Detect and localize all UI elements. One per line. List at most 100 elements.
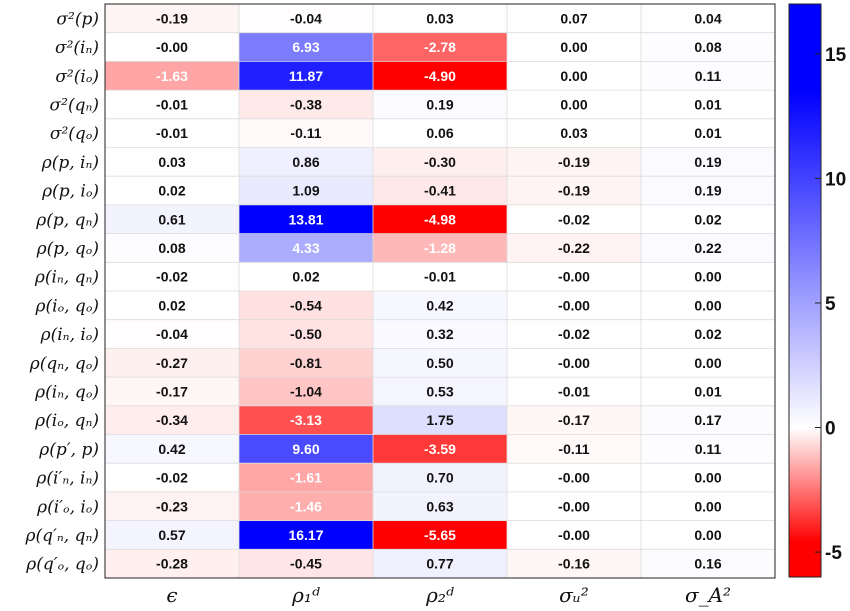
heatmap-cell bbox=[507, 549, 641, 578]
heatmap-cell bbox=[641, 176, 775, 205]
row-label: ρ(p′, p) bbox=[38, 440, 99, 460]
cell-value-label: -0.02 bbox=[156, 269, 188, 285]
row-label: ρ(i′ₙ, iₙ) bbox=[35, 469, 99, 489]
heatmap-cell bbox=[641, 118, 775, 148]
cell-value-label: -0.17 bbox=[156, 383, 188, 399]
colorbar-tick-label: 10 bbox=[825, 169, 846, 190]
heatmap-cell bbox=[507, 233, 641, 263]
cell-value-label: 0.42 bbox=[158, 441, 185, 457]
cell-value-label: 0.00 bbox=[694, 269, 721, 285]
heatmap-cell bbox=[641, 520, 775, 550]
cell-value-label: 0.19 bbox=[426, 96, 453, 112]
row-label: ρ(q′ₙ, qₙ) bbox=[25, 526, 99, 546]
cell-value-label: 1.75 bbox=[426, 412, 453, 428]
cell-value-label: -0.81 bbox=[290, 355, 322, 371]
heatmap-cell bbox=[373, 176, 507, 205]
heatmap-cell bbox=[105, 520, 239, 550]
heatmap-cell bbox=[239, 491, 373, 521]
heatmap-cell bbox=[239, 262, 373, 291]
cell-value-label: 1.09 bbox=[292, 183, 319, 199]
heatmap-cell bbox=[105, 434, 239, 464]
cell-value-label: -0.00 bbox=[558, 527, 590, 543]
cell-value-label: -0.00 bbox=[558, 297, 590, 313]
heatmap-cell bbox=[641, 348, 775, 378]
cell-value-label: -0.00 bbox=[558, 355, 590, 371]
cell-value-label: 0.00 bbox=[560, 96, 587, 112]
cell-value-label: -0.00 bbox=[156, 39, 188, 55]
heatmap-cell bbox=[239, 204, 373, 234]
column-label: ϵ bbox=[166, 583, 177, 607]
heatmap-cell bbox=[507, 463, 641, 492]
heatmap-cell bbox=[239, 61, 373, 91]
heatmap-cell bbox=[373, 61, 507, 91]
heatmap-cell bbox=[507, 291, 641, 320]
cell-value-label: -0.34 bbox=[156, 412, 188, 428]
cell-value-label: 0.01 bbox=[694, 383, 721, 399]
cell-value-label: 4.33 bbox=[292, 240, 319, 256]
cell-value-label: -0.45 bbox=[290, 556, 322, 572]
cell-value-label: -0.16 bbox=[558, 556, 590, 572]
heatmap-cell bbox=[641, 204, 775, 234]
cell-value-label: 0.04 bbox=[694, 10, 721, 26]
heatmap-cell bbox=[507, 348, 641, 378]
cell-value-label: -1.04 bbox=[290, 383, 322, 399]
cell-value-label: -5.65 bbox=[424, 527, 456, 543]
heatmap-cell bbox=[641, 463, 775, 492]
cell-value-label: -0.02 bbox=[156, 470, 188, 486]
heatmap-cell bbox=[507, 377, 641, 406]
heatmap-cell bbox=[373, 463, 507, 492]
cell-value-label: -4.90 bbox=[424, 68, 456, 84]
row-label: ρ(iₒ, qₒ) bbox=[35, 296, 99, 316]
cell-value-label: 0.19 bbox=[694, 183, 721, 199]
cell-value-label: 0.03 bbox=[560, 125, 587, 141]
row-label: ρ(iₙ, qₙ) bbox=[34, 268, 99, 288]
column-label: ρ₂ᵈ bbox=[425, 583, 454, 607]
cell-value-label: -0.28 bbox=[156, 556, 188, 572]
cell-value-label: 0.08 bbox=[694, 39, 721, 55]
row-label: ρ(qₙ, qₒ) bbox=[29, 354, 99, 374]
heatmap-cell bbox=[507, 204, 641, 234]
row-label: σ²(p) bbox=[56, 9, 99, 29]
heatmap-cell bbox=[105, 405, 239, 435]
row-label: ρ(p, iₙ) bbox=[41, 153, 99, 173]
cell-value-label: -0.23 bbox=[156, 498, 188, 514]
heatmap-cell bbox=[373, 233, 507, 263]
cell-value-label: 0.02 bbox=[694, 326, 721, 342]
cell-value-label: -0.02 bbox=[558, 211, 590, 227]
heatmap-cell bbox=[239, 291, 373, 320]
heatmap-cell bbox=[641, 491, 775, 521]
row-label: σ²(iₙ) bbox=[55, 38, 99, 58]
cell-value-label: -4.98 bbox=[424, 211, 456, 227]
cell-value-label: -0.38 bbox=[290, 96, 322, 112]
cell-value-label: -0.00 bbox=[558, 470, 590, 486]
row-label: ρ(i′ₒ, iₒ) bbox=[36, 497, 99, 517]
cell-value-label: -0.11 bbox=[558, 441, 589, 457]
cell-value-label: -1.61 bbox=[290, 470, 322, 486]
cell-value-label: 9.60 bbox=[292, 441, 319, 457]
heatmap-gridlines bbox=[105, 4, 775, 578]
heatmap-cell bbox=[105, 233, 239, 263]
cell-value-label: -0.11 bbox=[290, 125, 321, 141]
cell-value-label: 0.22 bbox=[694, 240, 721, 256]
cell-value-label: 0.00 bbox=[694, 355, 721, 371]
cell-value-label: 6.93 bbox=[292, 39, 319, 55]
cell-value-label: 0.01 bbox=[694, 125, 721, 141]
heatmap-cell bbox=[507, 90, 641, 119]
heatmap-cell bbox=[239, 90, 373, 119]
heatmap-cell bbox=[373, 348, 507, 378]
cell-value-label: 0.19 bbox=[694, 154, 721, 170]
cell-value-label: 0.50 bbox=[426, 355, 453, 371]
colorbar-tick-label: 15 bbox=[825, 45, 847, 66]
cell-value-label: -0.04 bbox=[156, 326, 188, 342]
heatmap-cell bbox=[507, 4, 641, 33]
cell-value-label: 0.11 bbox=[695, 68, 722, 84]
cell-value-label: -1.63 bbox=[156, 68, 188, 84]
row-label: ρ(p, qₙ) bbox=[35, 210, 99, 230]
heatmap-cell bbox=[105, 147, 239, 177]
heatmap-cell bbox=[239, 549, 373, 578]
heatmap-cell bbox=[373, 549, 507, 578]
heatmap-cell bbox=[373, 204, 507, 234]
heatmap-cell bbox=[641, 32, 775, 62]
column-label: σ_A² bbox=[685, 583, 731, 607]
